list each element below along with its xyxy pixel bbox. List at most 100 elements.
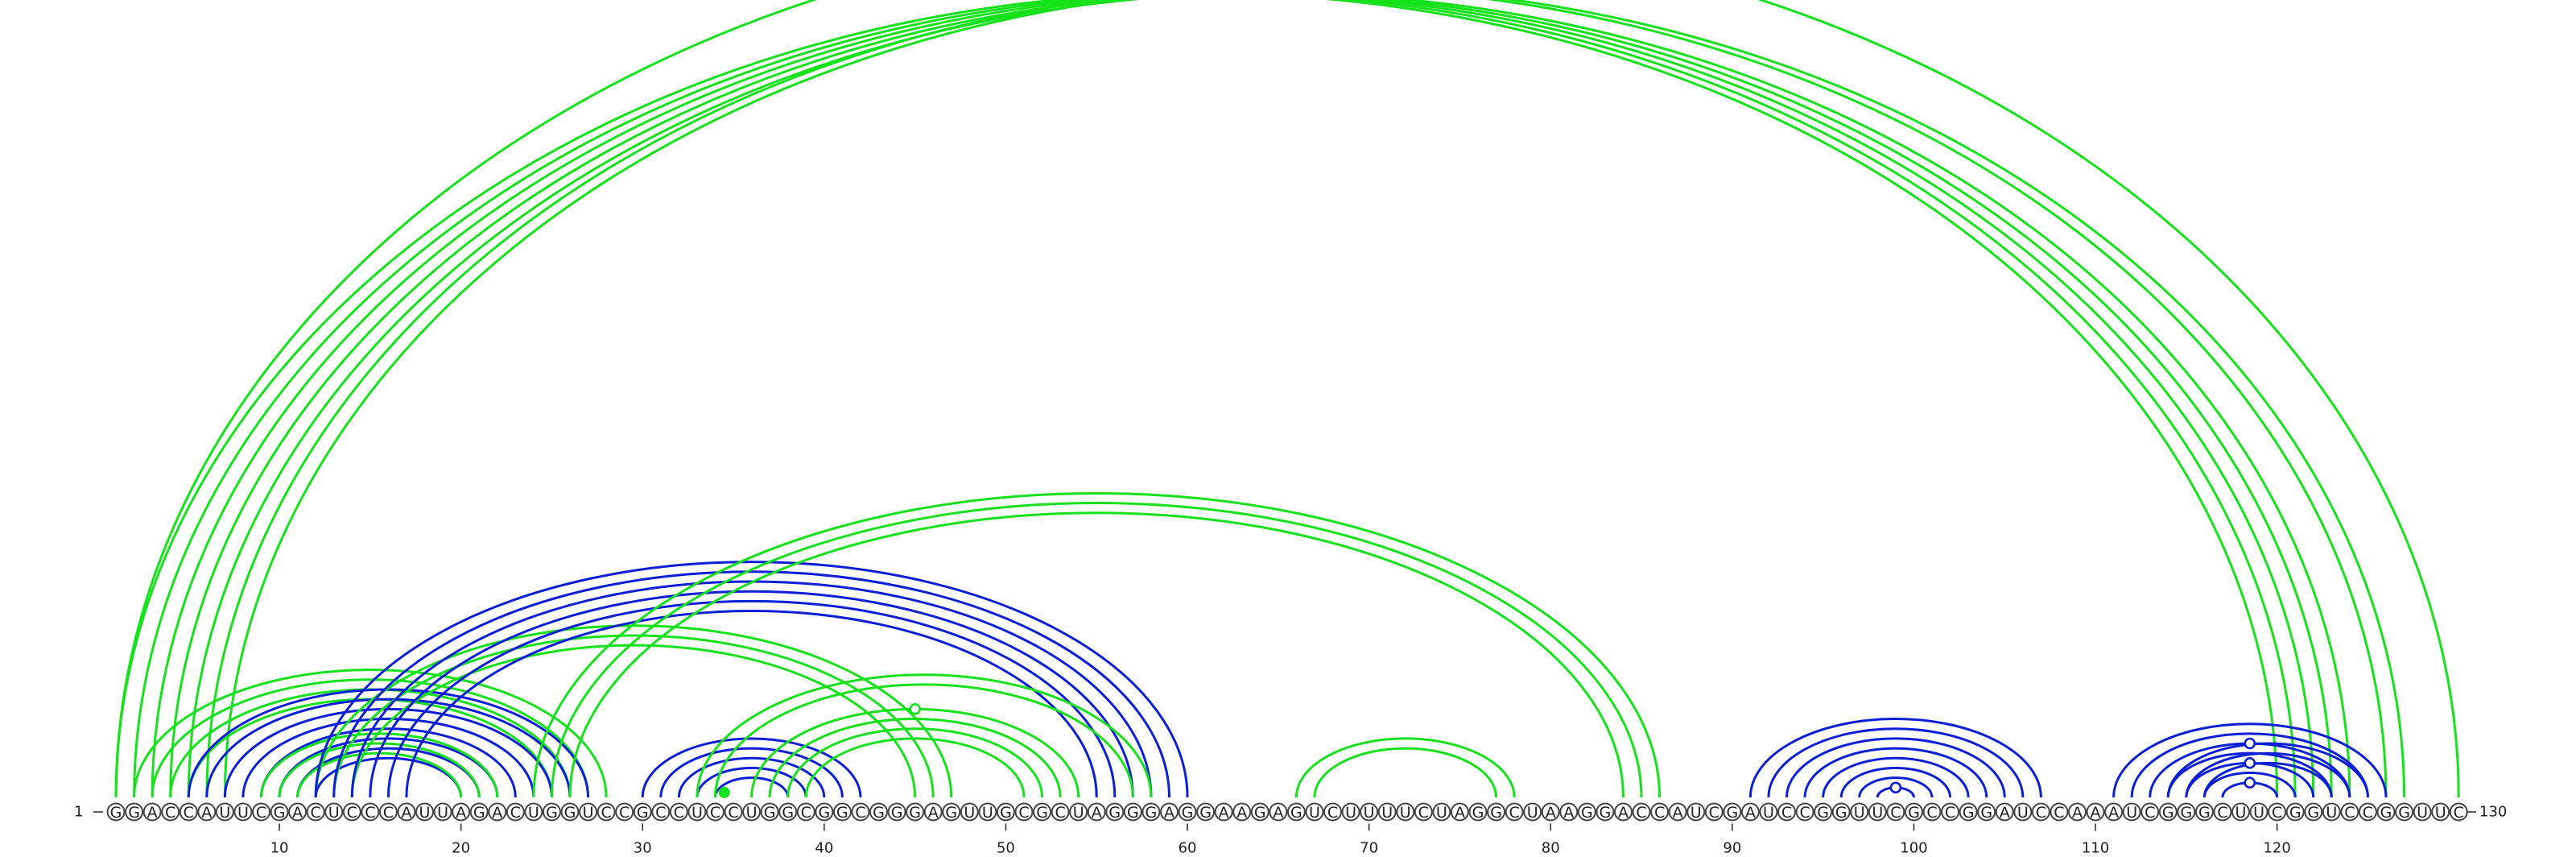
nucleotide-circle: [1232, 802, 1252, 822]
nucleotide-letter: A: [1618, 804, 1629, 822]
nucleotide-circle: [1014, 802, 1034, 822]
tick-label-70: 70: [1360, 840, 1378, 857]
nucleotide-86: C: [1650, 802, 1670, 822]
nucleotide-circle: [2140, 802, 2160, 822]
arc-7-127: [223, 0, 2406, 798]
nucleotide-letter: U: [1309, 804, 1320, 822]
nucleotide-circle: [251, 802, 270, 822]
nucleotide-circle: [1995, 802, 2014, 822]
nucleotide-letter: G: [945, 804, 957, 822]
nucleotide-letter: C: [1636, 804, 1646, 822]
nucleotide-circle: [742, 802, 762, 822]
nucleotide-letter: G: [2380, 804, 2392, 822]
nucleotide-circle: [942, 802, 961, 822]
nucleotide-circle: [106, 802, 126, 822]
nucleotide-letter: U: [2435, 804, 2446, 822]
nucleotide-letter: G: [818, 804, 830, 822]
nucleotide-5: C: [179, 802, 198, 822]
nucleotide-circle: [361, 802, 380, 822]
nucleotide-103: G: [1959, 802, 1978, 822]
tick-label-110: 110: [2082, 840, 2109, 857]
nucleotide-letter: G: [1146, 804, 1158, 822]
nucleotide-74: U: [1432, 802, 1451, 822]
nucleotide-40: G: [815, 802, 834, 822]
nucleotide-circle: [342, 802, 361, 822]
nucleotide-34: C: [705, 802, 724, 822]
nucleotide-circle: [2285, 802, 2305, 822]
nucleotide-letter: G: [473, 804, 485, 822]
nucleotide-circle: [2340, 802, 2359, 822]
nucleotide-61: G: [1196, 802, 1216, 822]
nucleotide-circle: [1650, 802, 1670, 822]
nucleotide-79: U: [1523, 802, 1542, 822]
arc-6-126: [205, 0, 2388, 798]
nucleotide-45: G: [906, 802, 925, 822]
nucleotide-circle: [469, 802, 489, 822]
arc-114-125: [2166, 742, 2369, 798]
nucleotide-21: G: [469, 802, 489, 822]
nucleotide-letter: U: [982, 804, 993, 822]
nucleotide-4: C: [161, 802, 180, 822]
nucleotide-letter: C: [365, 804, 375, 822]
nucleotide-126: G: [2376, 802, 2396, 822]
marker-115-122: [2244, 757, 2256, 769]
nucleotide-circle: [906, 802, 925, 822]
arc-4-123: [169, 0, 2333, 798]
arc-2-121: [133, 0, 2297, 798]
nucleotide-65: A: [1269, 802, 1288, 822]
arc-94-104: [1803, 747, 1988, 798]
nucleotide-letter: A: [1455, 804, 1465, 822]
nucleotide-circle: [506, 802, 525, 822]
arc-14-45: [350, 644, 917, 798]
arc-67-77: [1313, 747, 1498, 798]
nucleotide-119: U: [2249, 802, 2268, 822]
nucleotide-circle: [2104, 802, 2124, 822]
nucleotide-84: A: [1613, 802, 1633, 822]
nucleotide-94: C: [1795, 802, 1814, 822]
nucleotide-circle: [1795, 802, 1814, 822]
nucleotide-letter: A: [1092, 804, 1102, 822]
nucleotide-8: U: [233, 802, 253, 822]
arc-8-24: [242, 718, 535, 798]
arc-34-57: [713, 683, 1134, 798]
nucleotide-letter: C: [2054, 804, 2064, 822]
nucleotide-letter: G: [1817, 804, 1829, 822]
nucleotide-104: G: [1977, 802, 1996, 822]
nucleotide-129: U: [2431, 802, 2450, 822]
nucleotide-letter: U: [1527, 804, 1538, 822]
arc-32-40: [677, 756, 826, 798]
nucleotide-circle: [1577, 802, 1596, 822]
nucleotide-letter: G: [2180, 804, 2192, 822]
nucleotide-letter: G: [274, 804, 286, 822]
arc-93-105: [1785, 737, 2006, 798]
nucleotide-102: C: [1941, 802, 1960, 822]
nucleotide-letter: U: [964, 804, 975, 822]
nucleotide-75: A: [1450, 802, 1469, 822]
nucleotide-circle: [433, 802, 452, 822]
nucleotide-letter: C: [347, 804, 357, 822]
nucleotide-letter: C: [674, 804, 684, 822]
nucleotide-25: G: [542, 802, 561, 822]
nucleotide-circle: [1541, 802, 1560, 822]
nucleotide-letter: G: [1963, 804, 1975, 822]
nucleotide-38: G: [778, 802, 798, 822]
nucleotide-116: G: [2194, 802, 2214, 822]
nucleotide-letter: C: [2145, 804, 2155, 822]
nucleotide-circle: [1450, 802, 1469, 822]
nucleotide-letter: C: [655, 804, 666, 822]
arc-95-103: [1822, 756, 1970, 798]
arc-3-122: [151, 0, 2315, 798]
nucleotide-circle: [2376, 802, 2396, 822]
tick-label-30: 30: [634, 840, 652, 857]
nucleotide-letter: G: [1490, 804, 1502, 822]
arc-96-102: [1839, 766, 1952, 798]
nucleotide-letter: G: [782, 804, 794, 822]
nucleotide-circle: [1759, 802, 1778, 822]
nucleotide-letter: C: [2363, 804, 2373, 822]
nucleotide-circle: [2358, 802, 2377, 822]
nucleotide-circle: [161, 802, 180, 822]
tick-label-120: 120: [2263, 840, 2290, 857]
nucleotide-66: G: [1286, 802, 1306, 822]
arc-66-78: [1294, 737, 1516, 798]
nucleotide-circle: [960, 802, 979, 822]
